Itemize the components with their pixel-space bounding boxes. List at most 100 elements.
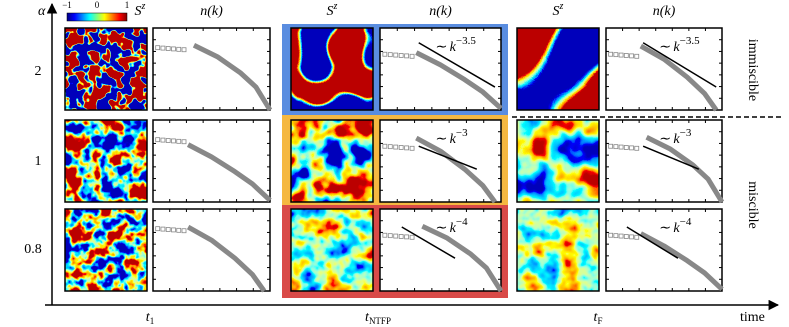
- time-label: t1: [146, 310, 154, 326]
- colorbar-tick: 0: [95, 0, 100, 10]
- row-label: 0.8: [24, 242, 42, 257]
- nk-marker: [613, 52, 619, 58]
- nk-marker: [629, 234, 634, 240]
- nk-marker: [165, 138, 171, 143]
- nk-marker: [623, 53, 629, 58]
- spin-sup: z: [333, 1, 338, 12]
- spin-header: Sz: [553, 1, 564, 19]
- nk-marker: [618, 144, 624, 150]
- time-symbol: t: [365, 310, 370, 325]
- nk-marker: [409, 234, 415, 240]
- nk-marker: [634, 234, 640, 240]
- nk-marker: [393, 52, 399, 58]
- time-label: tF: [594, 310, 603, 326]
- power-law: ∼ k−4: [658, 216, 692, 237]
- nk-curve: [192, 42, 273, 112]
- panel-frame: [516, 208, 600, 292]
- nk-panel: [152, 27, 271, 111]
- panel-frame: [290, 27, 374, 111]
- power-law-line: [626, 226, 679, 259]
- power-law-line: [642, 145, 700, 170]
- spin-sup: z: [559, 1, 564, 12]
- nk-curve: [415, 135, 497, 204]
- nk-marker: [181, 139, 187, 145]
- nk-marker: [398, 234, 404, 239]
- nk-marker: [623, 234, 629, 239]
- spin-base: S: [553, 4, 560, 19]
- nk-marker: [613, 144, 619, 150]
- power-law-line: [401, 226, 456, 259]
- panel-frame: [516, 27, 600, 111]
- nk-marker: [623, 145, 629, 150]
- nk-marker: [634, 145, 640, 151]
- spin-map: [65, 209, 147, 291]
- nk-panel: [152, 119, 271, 203]
- spin-header: Sz: [135, 1, 146, 19]
- nk-marker: [393, 233, 399, 239]
- nk-marker: [181, 47, 187, 53]
- nk-marker: [171, 227, 176, 233]
- nk-header: n(k): [653, 4, 676, 19]
- nk-marker: [404, 234, 410, 240]
- nk-marker: [165, 46, 171, 51]
- colorbar: [66, 12, 128, 22]
- nk-marker: [387, 144, 393, 150]
- nk-marker: [629, 145, 634, 151]
- spin-base: S: [135, 4, 142, 19]
- nk-marker: [382, 232, 388, 238]
- nk-header: n(k): [200, 4, 223, 19]
- nk-marker: [634, 53, 640, 59]
- nk-marker: [608, 232, 614, 238]
- nk-curve: [421, 223, 504, 293]
- nk-marker: [171, 138, 176, 144]
- nk-marker: [176, 227, 182, 233]
- panel-frame: [290, 208, 374, 292]
- power-law: ∼ k−3: [658, 127, 692, 148]
- nk-marker: [382, 51, 388, 57]
- nk-marker: [409, 53, 415, 59]
- nk-marker: [181, 228, 187, 234]
- nk-marker: [155, 45, 161, 51]
- spin-map: [65, 28, 147, 110]
- power-law-exponent: −3: [680, 127, 692, 139]
- nk-marker: [155, 226, 161, 232]
- row-label: 1: [35, 154, 42, 169]
- nk-marker: [176, 46, 182, 52]
- spin-header: Sz: [327, 1, 338, 19]
- nk-marker: [618, 52, 624, 58]
- nk-marker: [155, 137, 161, 143]
- nk-marker: [629, 53, 634, 59]
- nk-curve: [639, 231, 724, 292]
- time-label: tNTFP: [365, 310, 391, 326]
- nk-marker: [160, 226, 166, 232]
- panel-frame: [64, 27, 148, 111]
- time-symbol: t: [146, 310, 151, 325]
- x-label: time: [740, 310, 765, 325]
- row-label: 2: [35, 64, 42, 79]
- nk-marker: [608, 51, 614, 57]
- spin-map: [291, 28, 373, 110]
- nk-marker: [393, 144, 399, 150]
- panel-frame: [290, 119, 374, 203]
- spin-map: [517, 120, 599, 202]
- nk-marker: [398, 145, 404, 150]
- panel-frame: [64, 208, 148, 292]
- power-law: ∼ k−3: [434, 127, 468, 148]
- time-subscript: NTFP: [369, 316, 391, 326]
- regime-label: immiscible: [745, 39, 760, 101]
- power-law-line: [418, 42, 496, 88]
- spin-map: [517, 209, 599, 291]
- nk-marker: [618, 233, 624, 239]
- nk-panel: [379, 119, 502, 203]
- power-law-prefix: ∼ k: [434, 40, 456, 55]
- spin-map: [65, 120, 147, 202]
- spin-base: S: [327, 4, 334, 19]
- time-symbol: t: [594, 310, 599, 325]
- time-subscript: 1: [150, 316, 155, 326]
- nk-panel: [379, 27, 502, 111]
- power-law-prefix: ∼ k: [434, 132, 456, 147]
- y-label: α: [38, 4, 46, 19]
- time-subscript: F: [597, 316, 602, 326]
- nk-marker: [160, 137, 166, 143]
- panel-frame: [516, 119, 600, 203]
